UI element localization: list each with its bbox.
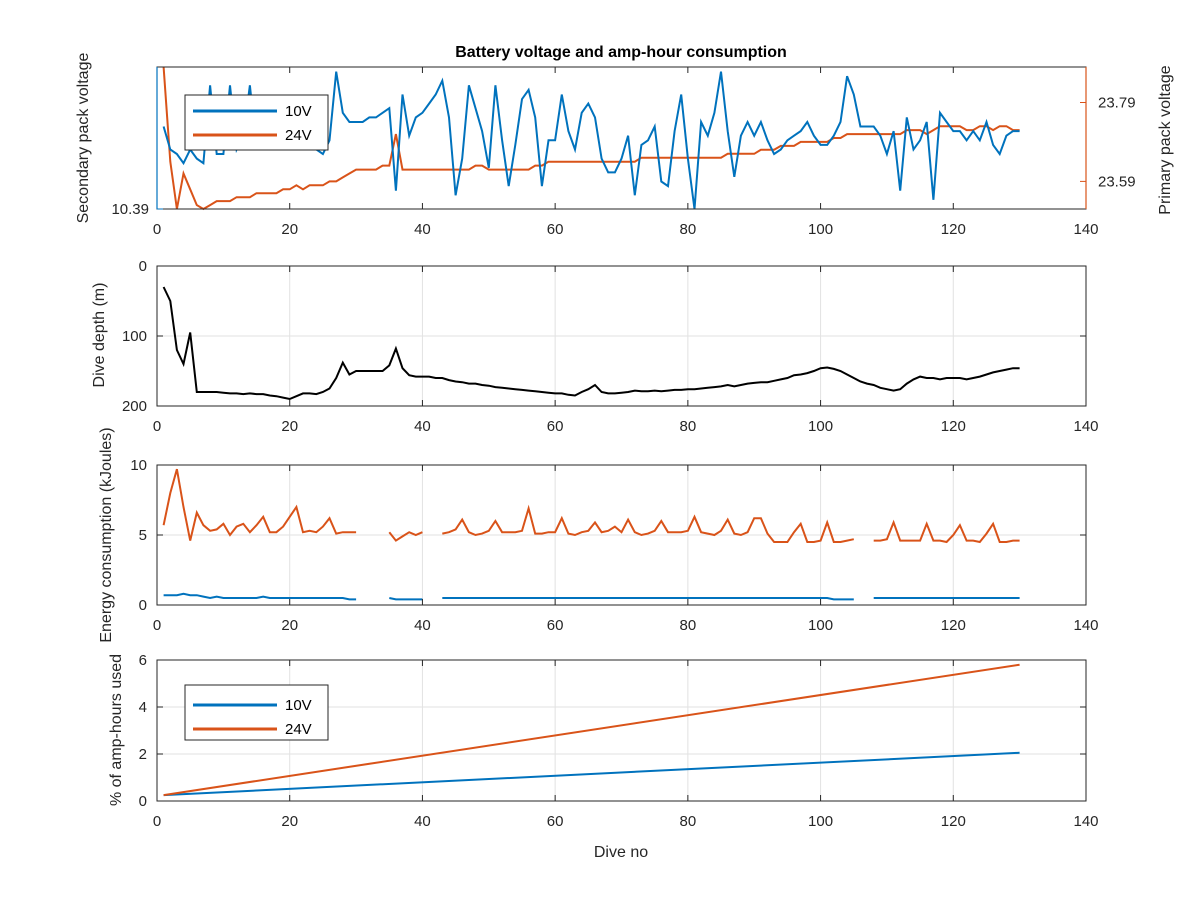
- y-tick-label-left: 10.39: [111, 201, 149, 218]
- series-line-energy-10v: [163, 592, 357, 601]
- x-tick-label: 140: [1073, 418, 1098, 435]
- x-tick-label: 120: [941, 418, 966, 435]
- y-tick-label-right: 23.79: [1098, 95, 1136, 112]
- series-line-energy-10v: [389, 597, 423, 601]
- series-line-energy-10v: [442, 597, 854, 601]
- axes-frame: [156, 659, 1087, 802]
- y-tick-label: 10: [130, 457, 147, 474]
- x-tick-label: 0: [153, 617, 161, 634]
- y-tick-label: 0: [139, 793, 147, 810]
- x-tick-label: 40: [414, 418, 431, 435]
- x-tick-label: 120: [941, 617, 966, 634]
- chart-title: Battery voltage and amp-hour consumption: [455, 44, 787, 61]
- y-tick-label: 6: [139, 652, 147, 669]
- legend-box: [184, 684, 329, 741]
- y-tick-label: 4: [139, 699, 147, 716]
- x-tick-label: 0: [153, 221, 161, 238]
- x-tick-label: 80: [680, 221, 697, 238]
- x-tick-label: 40: [414, 617, 431, 634]
- y-tick-label: 0: [139, 597, 147, 614]
- series-line-amphours-10v: [163, 751, 1020, 797]
- series-line-energy-24v: [388, 531, 423, 542]
- series-line-amphours-24v: [163, 663, 1020, 797]
- y-tick-label: 0: [139, 258, 147, 275]
- x-tick-label: 20: [281, 221, 298, 238]
- y-tick-label: 2: [139, 746, 147, 763]
- x-tick-label: 100: [808, 617, 833, 634]
- series-line-energy-24v: [442, 504, 855, 543]
- x-tick-label: 60: [547, 221, 564, 238]
- x-tick-label: 120: [941, 813, 966, 830]
- y-tick-label: 100: [122, 328, 147, 345]
- amphours-panel: % of amp-hours used Dive no 0 20 40 60 80 100…: [108, 652, 1099, 861]
- series-line-energy-24v: [162, 468, 357, 541]
- xlabel-dive-no: Dive no: [594, 844, 648, 861]
- ylabel-amphours: % of amp-hours used: [108, 654, 125, 806]
- x-tick-label: 40: [414, 221, 431, 238]
- x-tick-label: 20: [281, 617, 298, 634]
- y-tick-label: 200: [122, 398, 147, 415]
- series-line-depth: [162, 286, 1020, 401]
- legend-label-24v: 24V: [285, 127, 312, 144]
- x-tick-label: 60: [547, 617, 564, 634]
- x-tick-label: 80: [680, 813, 697, 830]
- y-tick-label: 5: [139, 527, 147, 544]
- ylabel-dive-depth: Dive depth (m): [91, 283, 108, 388]
- x-tick-label: 0: [153, 813, 161, 830]
- series-line-24v: [162, 66, 1020, 211]
- x-tick-label: 100: [808, 813, 833, 830]
- x-tick-label: 100: [808, 221, 833, 238]
- legend-label-10v: 10V: [285, 103, 312, 120]
- series-line-energy-24v: [873, 519, 1020, 544]
- legend-label-24v: 24V: [285, 721, 312, 738]
- x-tick-label: 80: [680, 418, 697, 435]
- y-tick-label-right: 23.59: [1098, 173, 1136, 190]
- x-tick-label: 140: [1073, 221, 1098, 238]
- legend-voltage: 10V 24V: [184, 94, 329, 151]
- legend-box: [184, 94, 329, 151]
- ylabel-secondary-voltage: Secondary pack voltage: [75, 53, 92, 224]
- voltage-panel: Battery voltage and amp-hour consumption…: [75, 44, 1174, 238]
- depth-panel: Dive depth (m) 0 20 40 60 80 100 120 140 0 100 200: [91, 258, 1099, 435]
- ylabel-energy: Energy consumption (kJoules): [98, 427, 115, 642]
- x-tick-label: 20: [281, 813, 298, 830]
- x-tick-label: 40: [414, 813, 431, 830]
- x-tick-label: 140: [1073, 617, 1098, 634]
- x-tick-label: 0: [153, 418, 161, 435]
- ylabel-primary-voltage: Primary pack voltage: [1157, 65, 1174, 214]
- x-tick-label: 120: [941, 221, 966, 238]
- x-tick-label: 60: [547, 418, 564, 435]
- legend-label-10v: 10V: [285, 697, 312, 714]
- x-tick-label: 60: [547, 813, 564, 830]
- x-tick-label: 140: [1073, 813, 1098, 830]
- energy-panel: Energy consumption (kJoules) 0 20 40 60 80 10…: [98, 427, 1099, 642]
- x-tick-label: 20: [281, 418, 298, 435]
- x-tick-label: 80: [680, 617, 697, 634]
- x-tick-label: 100: [808, 418, 833, 435]
- legend-amphours: 10V 24V: [184, 684, 329, 741]
